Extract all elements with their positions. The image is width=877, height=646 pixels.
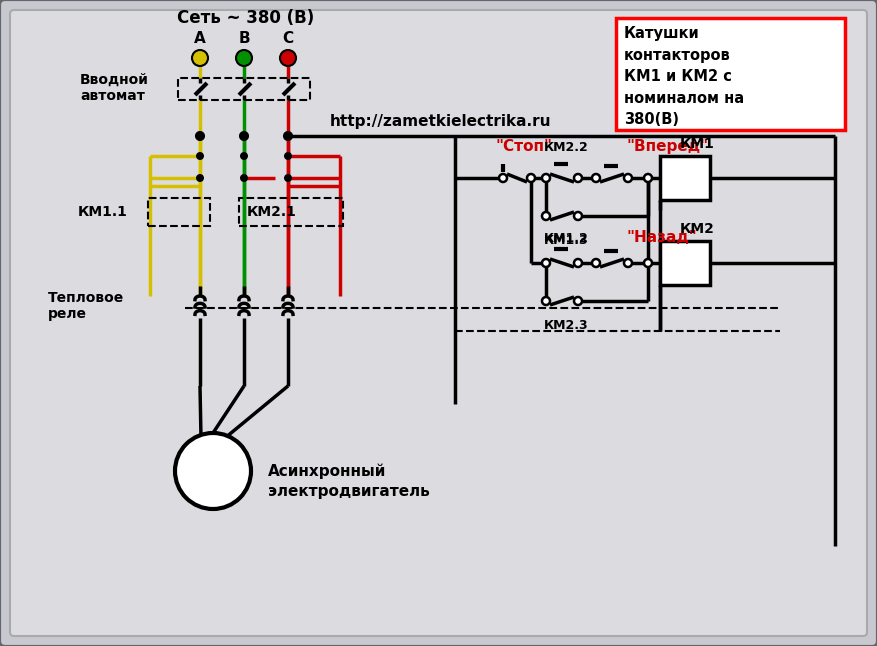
Circle shape: [284, 132, 292, 140]
Bar: [148, 198, 210, 226]
Circle shape: [280, 50, 296, 66]
Circle shape: [574, 212, 582, 220]
Circle shape: [240, 152, 248, 160]
Circle shape: [240, 132, 248, 140]
FancyBboxPatch shape: [10, 10, 867, 636]
Text: http://zametkielectrika.ru: http://zametkielectrika.ru: [330, 114, 552, 129]
Circle shape: [240, 132, 248, 140]
Text: А: А: [194, 31, 206, 46]
Text: С: С: [282, 31, 294, 46]
Bar: [178, 78, 310, 100]
Circle shape: [592, 259, 600, 267]
Circle shape: [542, 212, 550, 220]
Text: КМ1.1: КМ1.1: [78, 205, 128, 219]
Circle shape: [499, 174, 507, 182]
Circle shape: [284, 174, 292, 182]
Text: Сеть ~ 380 (В): Сеть ~ 380 (В): [177, 9, 315, 27]
Circle shape: [284, 152, 292, 160]
Circle shape: [240, 174, 248, 182]
Circle shape: [542, 174, 550, 182]
Circle shape: [196, 152, 204, 160]
Text: "Стоп": "Стоп": [495, 139, 552, 154]
Text: Вводной
автомат: Вводной автомат: [80, 73, 149, 103]
Text: КМ1.3: КМ1.3: [544, 234, 588, 247]
Circle shape: [192, 50, 208, 66]
Circle shape: [196, 174, 204, 182]
Circle shape: [542, 297, 550, 305]
Text: "Назад": "Назад": [626, 230, 696, 245]
FancyBboxPatch shape: [616, 18, 845, 130]
Circle shape: [644, 174, 652, 182]
Text: Асинхронный
электродвигатель: Асинхронный электродвигатель: [268, 463, 430, 499]
Text: КМ2.2: КМ2.2: [544, 141, 588, 154]
Circle shape: [527, 174, 535, 182]
Circle shape: [624, 259, 632, 267]
Bar: [660, 156, 710, 200]
Circle shape: [574, 297, 582, 305]
Circle shape: [644, 259, 652, 267]
Text: Тепловое
реле: Тепловое реле: [48, 291, 125, 321]
Circle shape: [542, 259, 550, 267]
Circle shape: [284, 132, 292, 140]
Circle shape: [196, 132, 204, 140]
Text: КМ1.2: КМ1.2: [544, 232, 588, 245]
Circle shape: [592, 174, 600, 182]
Text: "Вперед": "Вперед": [626, 139, 708, 154]
Circle shape: [175, 433, 251, 509]
Circle shape: [624, 174, 632, 182]
Text: Катушки
контакторов
КМ1 и КМ2 с
номиналом на
380(В): Катушки контакторов КМ1 и КМ2 с номинало…: [624, 26, 744, 127]
Text: КМ1: КМ1: [680, 137, 715, 151]
Text: КМ2.3: КМ2.3: [544, 319, 588, 332]
Bar: [660, 241, 710, 285]
Text: КМ2.1: КМ2.1: [247, 205, 297, 219]
Text: В: В: [239, 31, 250, 46]
Text: КМ2: КМ2: [680, 222, 715, 236]
Circle shape: [196, 132, 204, 140]
Circle shape: [574, 259, 582, 267]
Circle shape: [236, 50, 252, 66]
Bar: [239, 198, 343, 226]
Circle shape: [574, 174, 582, 182]
